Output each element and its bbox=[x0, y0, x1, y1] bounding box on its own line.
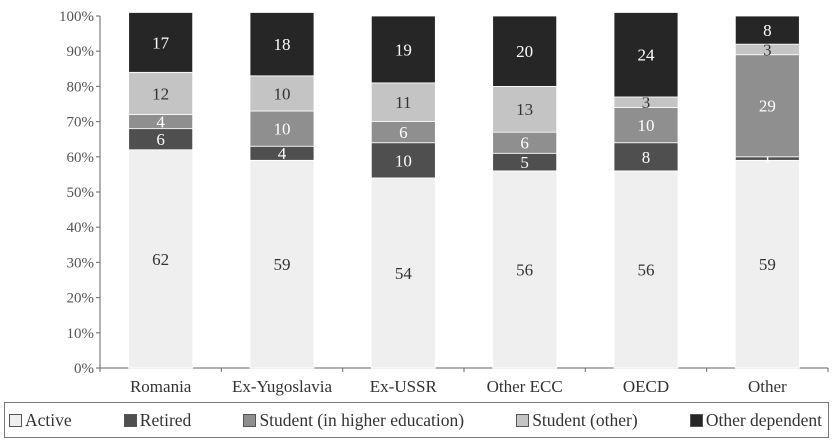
legend-label: Other dependent bbox=[705, 409, 822, 430]
data-label: 24 bbox=[638, 46, 656, 65]
data-label: 59 bbox=[759, 255, 776, 274]
data-label: 29 bbox=[759, 97, 776, 116]
y-tick-label: 50% bbox=[67, 185, 95, 201]
bar-segment bbox=[249, 75, 315, 112]
data-label: 59 bbox=[274, 255, 291, 274]
category-label: Ex-Yugoslavia bbox=[232, 377, 333, 396]
bar-segment bbox=[128, 71, 194, 115]
bar-segment bbox=[370, 15, 436, 84]
data-label: 3 bbox=[642, 93, 651, 112]
data-label: 62 bbox=[152, 250, 169, 269]
y-tick-label: 30% bbox=[67, 255, 95, 271]
bar-segment bbox=[249, 110, 315, 147]
y-tick-label: 20% bbox=[67, 291, 95, 307]
legend-item: Student (in higher education) bbox=[243, 410, 464, 431]
data-label: 10 bbox=[274, 84, 291, 103]
data-label: 10 bbox=[638, 116, 655, 135]
legend-item: Retired bbox=[123, 409, 192, 431]
category-label: Other bbox=[748, 377, 787, 396]
bar-segment bbox=[492, 86, 558, 133]
data-label: 10 bbox=[395, 151, 412, 170]
legend-item: Student (other) bbox=[516, 409, 638, 431]
data-label: 6 bbox=[520, 134, 529, 153]
data-label: 56 bbox=[638, 260, 655, 279]
bar-segment bbox=[492, 15, 558, 87]
data-label: 10 bbox=[274, 120, 291, 139]
data-label: 4 bbox=[278, 144, 287, 163]
data-label: 18 bbox=[274, 35, 291, 54]
data-label: 19 bbox=[395, 40, 412, 59]
y-tick-label: 10% bbox=[67, 326, 95, 342]
legend-swatch bbox=[243, 413, 257, 427]
stacked-bar-chart: 0%10%20%30%40%50%60%70%80%90%100%6264121… bbox=[59, 9, 829, 396]
bar-segment bbox=[249, 159, 315, 369]
bar-segment bbox=[249, 12, 315, 77]
legend-swatch bbox=[9, 413, 22, 427]
legend-label: Student (other) bbox=[532, 409, 638, 430]
data-label: 3 bbox=[763, 40, 772, 59]
data-label: 6 bbox=[399, 123, 408, 142]
legend-label: Student (in higher education) bbox=[259, 409, 465, 430]
legend-swatch bbox=[516, 413, 530, 427]
bar-segment bbox=[734, 159, 800, 369]
data-label: 6 bbox=[156, 130, 165, 149]
data-label: 11 bbox=[395, 93, 411, 112]
legend-label: Active bbox=[25, 409, 72, 430]
data-label: 56 bbox=[516, 260, 533, 279]
category-label: OECD bbox=[623, 377, 669, 396]
data-label: 17 bbox=[152, 33, 170, 52]
y-tick-label: 100% bbox=[59, 9, 94, 25]
data-label: 54 bbox=[395, 264, 413, 283]
legend-item: Active bbox=[9, 410, 72, 431]
y-tick-label: 60% bbox=[67, 150, 95, 166]
category-label: Romania bbox=[130, 377, 192, 396]
y-tick-label: 0% bbox=[74, 361, 94, 377]
category-label: Ex-USSR bbox=[370, 377, 438, 396]
bar-segment bbox=[613, 12, 679, 98]
data-label: 20 bbox=[516, 42, 533, 61]
bar-segment bbox=[370, 177, 436, 369]
data-label: 13 bbox=[516, 100, 533, 119]
bar-segment bbox=[613, 107, 679, 144]
y-tick-label: 40% bbox=[67, 220, 95, 236]
bar-segment bbox=[128, 12, 194, 73]
data-label: 8 bbox=[642, 148, 651, 167]
y-tick-label: 80% bbox=[67, 79, 95, 95]
chart-legend: Active Retired Student (in higher educatio… bbox=[4, 402, 829, 438]
data-label: 12 bbox=[152, 84, 169, 103]
y-tick-label: 90% bbox=[67, 44, 95, 60]
bar-segment bbox=[734, 15, 800, 45]
legend-swatch bbox=[123, 413, 137, 427]
legend-item: Other dependent bbox=[689, 409, 822, 431]
category-label: Other ECC bbox=[487, 377, 563, 396]
bar-segment bbox=[370, 82, 436, 122]
bar-segment bbox=[370, 142, 436, 179]
bar-segment bbox=[613, 170, 679, 369]
bar-segment bbox=[734, 54, 800, 158]
bar-segment bbox=[613, 142, 679, 172]
y-tick-label: 70% bbox=[67, 115, 95, 131]
data-label: 4 bbox=[156, 113, 165, 132]
legend-swatch bbox=[689, 413, 703, 427]
bar-segment bbox=[128, 149, 194, 369]
data-label: 5 bbox=[520, 153, 529, 172]
legend-label: Retired bbox=[139, 409, 192, 430]
data-label: 8 bbox=[763, 21, 772, 40]
